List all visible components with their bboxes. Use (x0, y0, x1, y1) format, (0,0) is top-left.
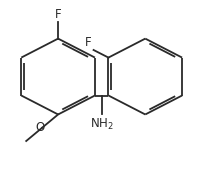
Text: F: F (55, 8, 61, 21)
Text: NH$_2$: NH$_2$ (90, 117, 114, 132)
Text: F: F (84, 36, 91, 49)
Text: O: O (35, 121, 45, 134)
